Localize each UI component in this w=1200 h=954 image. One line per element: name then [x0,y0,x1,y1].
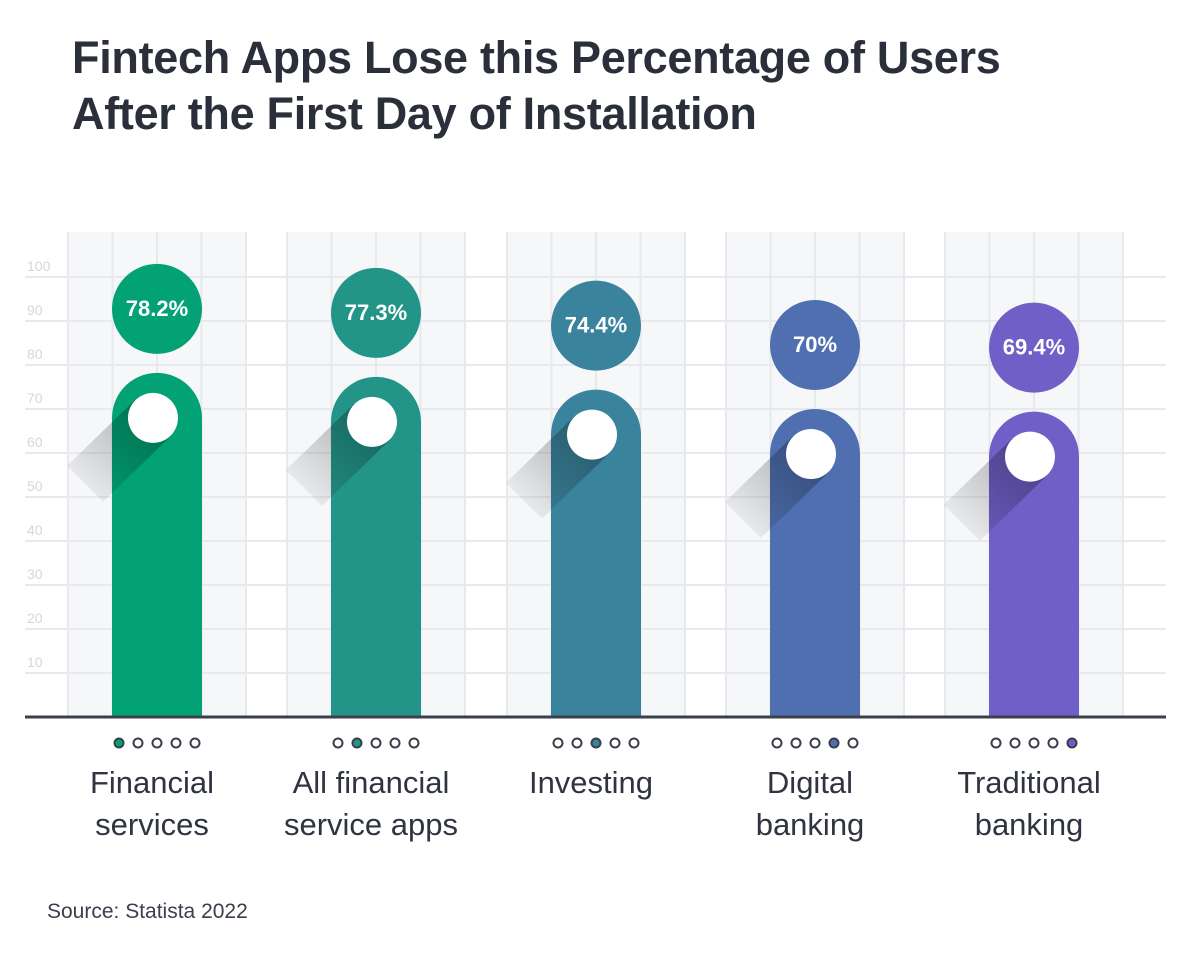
y-tick-label: 50 [27,478,43,494]
chart-title: Fintech Apps Lose this Percentage of Use… [72,30,1001,142]
x-tick-label: Financial [90,765,214,800]
data-label: 74.4% [565,313,627,338]
data-label: 78.2% [126,296,188,321]
pager-dot [628,737,640,749]
x-tick-label: Investing [529,765,653,800]
y-tick-label: 70 [27,390,43,406]
bar-dot [347,396,397,447]
x-tick-label: banking [975,807,1084,842]
pager-dot [1047,737,1059,749]
pager-dot [113,737,125,749]
bar-dot [1005,431,1055,482]
pager-dot [590,737,602,749]
pager-dot [809,737,821,749]
data-label: 77.3% [345,300,407,325]
title-line-2: After the First Day of Installation [72,88,757,139]
y-tick-label: 60 [27,434,43,450]
bar-dot [567,409,617,460]
value-bubble [989,302,1079,393]
title-line-1: Fintech Apps Lose this Percentage of Use… [72,32,1001,83]
value-bubble [331,267,421,358]
pager-dot [370,737,382,749]
pager-dot [132,737,144,749]
pager-dot [1028,737,1040,749]
value-bubble [551,280,641,371]
pager-dot [332,737,344,749]
y-tick-label: 100 [27,258,51,274]
pager-dot [389,737,401,749]
y-tick-label: 40 [27,522,43,538]
pager-dot [408,737,420,749]
bar-dot [786,429,836,479]
pager-dot [828,737,840,749]
pager-dot [571,737,583,749]
pager-dot [771,737,783,749]
bar-dot [128,392,178,443]
pager-dot [170,737,182,749]
x-tick-label: services [95,807,209,842]
pager-dot [790,737,802,749]
pager-dot [847,737,859,749]
pager-dot [189,737,201,749]
x-tick-label: service apps [284,807,458,842]
y-tick-label: 20 [27,610,43,626]
pager-dot [1066,737,1078,749]
source-note: Source: Statista 2022 [47,900,248,923]
pager-dot [351,737,363,749]
y-tick-label: 80 [27,346,43,362]
value-bubble [112,263,202,354]
data-label: 70% [793,332,837,357]
x-tick-label: banking [756,807,865,842]
pager-dot [609,737,621,749]
pager-dot [1009,737,1021,749]
pager-dot [151,737,163,749]
y-tick-label: 10 [27,654,43,670]
pager-dot [552,737,564,749]
x-tick-label: Traditional [957,765,1101,800]
x-tick-label: All financial [293,765,450,800]
x-tick-label: Digital [767,765,853,800]
value-bubble [770,300,860,390]
pager-dot [990,737,1002,749]
y-tick-label: 30 [27,566,43,582]
data-label: 69.4% [1003,335,1065,360]
y-tick-label: 90 [27,302,43,318]
